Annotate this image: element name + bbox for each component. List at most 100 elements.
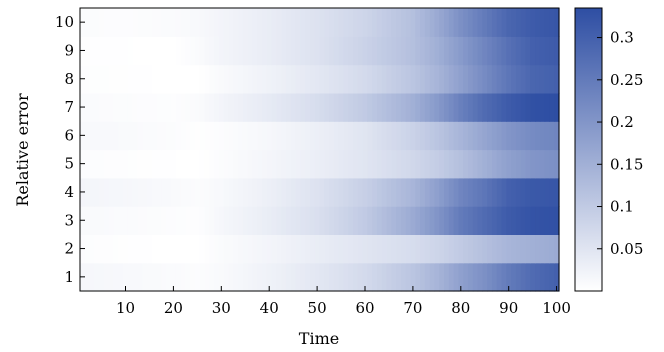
heatmap-cell — [415, 8, 421, 37]
heatmap-cell — [343, 121, 349, 151]
heatmap-cell — [180, 8, 186, 37]
heatmap-cell — [89, 8, 95, 37]
heatmap-cell — [94, 206, 100, 235]
heatmap-cell — [448, 36, 455, 66]
heatmap-cell — [118, 36, 124, 66]
heatmap-cell — [204, 92, 210, 122]
heatmap-cell — [424, 262, 431, 292]
heatmap-cell — [381, 234, 388, 264]
heatmap-cell — [372, 149, 378, 179]
heatmap-cell — [549, 262, 555, 292]
heatmap-cell — [472, 234, 479, 264]
heatmap-cell — [242, 262, 249, 292]
heatmap-cell — [127, 64, 134, 94]
heatmap-cell — [127, 92, 134, 122]
heatmap-cell — [439, 36, 445, 66]
heatmap-cell — [209, 64, 215, 94]
heatmap-cell — [329, 177, 335, 207]
heatmap-cell — [386, 234, 392, 264]
heatmap-cell — [108, 121, 115, 151]
heatmap-cell — [156, 206, 163, 235]
heatmap-cell — [214, 149, 220, 179]
heatmap-cell — [290, 262, 297, 292]
heatmap-cell — [175, 177, 182, 207]
heatmap-cell — [89, 64, 95, 94]
heatmap-cell — [539, 92, 546, 122]
heatmap-cell — [132, 234, 139, 264]
heatmap-cell — [113, 64, 119, 94]
heatmap-cell — [324, 262, 330, 292]
heatmap-cell — [357, 149, 364, 179]
heatmap-cell — [429, 92, 436, 122]
heatmap-cell — [171, 8, 177, 37]
heatmap-cell — [209, 206, 215, 235]
heatmap-cell — [238, 149, 244, 179]
heatmap-cell — [147, 149, 153, 179]
heatmap-cell — [367, 8, 373, 37]
heatmap-cell — [242, 149, 249, 179]
heatmap-cell — [434, 92, 440, 122]
heatmap-cell — [453, 234, 460, 264]
heatmap-cell — [132, 64, 139, 94]
heatmap-cell — [520, 206, 527, 235]
heatmap-cell — [103, 8, 110, 37]
heatmap-cell — [520, 92, 527, 122]
heatmap-cell — [372, 121, 378, 151]
heatmap-cell — [391, 64, 397, 94]
heatmap-cell — [511, 206, 517, 235]
heatmap-cell — [477, 64, 483, 94]
heatmap-cell — [506, 8, 512, 37]
heatmap-cell — [171, 92, 177, 122]
heatmap-cell — [520, 64, 527, 94]
heatmap-cell — [400, 92, 407, 122]
heatmap-cell — [487, 92, 493, 122]
heatmap-cell — [242, 64, 249, 94]
heatmap-cell — [171, 64, 177, 94]
heatmap-cell — [214, 206, 220, 235]
heatmap-cell — [501, 64, 507, 94]
heatmap-cell — [257, 8, 263, 37]
heatmap-cell — [420, 206, 426, 235]
heatmap-cell — [137, 36, 143, 66]
heatmap-cell — [137, 64, 143, 94]
heatmap-cell — [147, 121, 153, 151]
heatmap-cell — [458, 8, 464, 37]
heatmap-cell — [400, 8, 407, 37]
heatmap-cell — [242, 121, 249, 151]
heatmap-cell — [228, 177, 234, 207]
heatmap-cell — [94, 234, 100, 264]
heatmap-cell — [161, 8, 167, 37]
heatmap-cell — [252, 234, 258, 264]
heatmap-cell — [108, 206, 115, 235]
heatmap-cell — [420, 262, 426, 292]
heatmap-cell — [515, 262, 522, 292]
heatmap-cell — [118, 8, 124, 37]
heatmap-cell — [362, 121, 368, 151]
heatmap-cell — [300, 206, 306, 235]
heatmap-cell — [309, 121, 316, 151]
heatmap-cell — [410, 8, 416, 37]
heatmap-cell — [329, 121, 335, 151]
heatmap-cell — [429, 8, 436, 37]
heatmap-cell — [262, 234, 268, 264]
heatmap-cell — [458, 234, 464, 264]
heatmap-cell — [467, 64, 474, 94]
heatmap-cell — [348, 206, 354, 235]
heatmap-cell — [171, 234, 177, 264]
heatmap-cell — [501, 92, 507, 122]
heatmap-cell — [429, 206, 436, 235]
heatmap-cell — [257, 177, 263, 207]
heatmap-cell — [99, 262, 105, 292]
heatmap-cell — [511, 262, 517, 292]
heatmap-cell — [496, 206, 503, 235]
heatmap-cell — [103, 206, 110, 235]
heatmap-cell — [276, 149, 282, 179]
heatmap-cell — [530, 92, 536, 122]
heatmap-cell — [491, 121, 498, 151]
heatmap-cell — [424, 177, 431, 207]
heatmap-cell — [333, 92, 340, 122]
heatmap-cell — [453, 121, 460, 151]
heatmap-cell — [343, 92, 349, 122]
heatmap-cell — [271, 64, 277, 94]
heatmap-cell — [429, 36, 436, 66]
